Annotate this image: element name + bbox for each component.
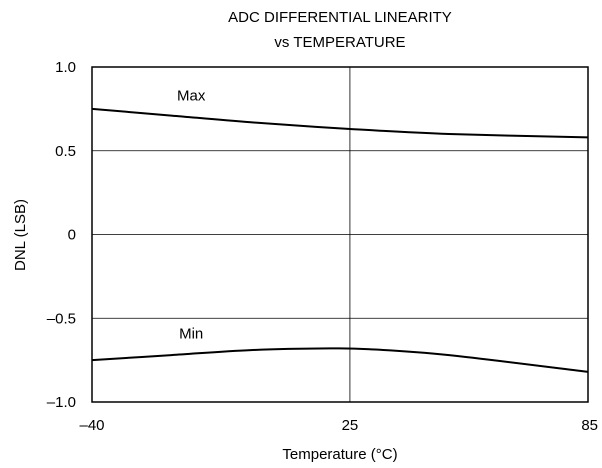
y-tick-label: 0.5 bbox=[55, 143, 76, 160]
x-axis-label: Temperature (°C) bbox=[282, 446, 397, 463]
tick-labels: 1.0 0.5 0 –0.5 –1.0–40 25 85 bbox=[47, 59, 598, 434]
y-axis-label: DNL (LSB) bbox=[12, 199, 29, 271]
chart-subtitle: vs TEMPERATURE bbox=[274, 34, 405, 51]
y-tick-label: 1.0 bbox=[55, 59, 76, 76]
series-line-max bbox=[91, 107, 589, 139]
y-tick-label: 0 bbox=[68, 227, 76, 244]
plot-frame bbox=[91, 66, 589, 403]
series-line-min bbox=[91, 347, 589, 373]
grid bbox=[92, 67, 588, 402]
x-tick-label: –40 bbox=[79, 417, 104, 434]
x-tick-label: 25 bbox=[342, 417, 359, 434]
x-tick-label: 85 bbox=[581, 417, 598, 434]
series-label-min: Min bbox=[179, 325, 203, 342]
series-group: Max Min bbox=[91, 88, 589, 373]
chart-title: ADC DIFFERENTIAL LINEARITY bbox=[228, 9, 452, 26]
y-tick-label: –1.0 bbox=[47, 394, 76, 411]
y-tick-label: –0.5 bbox=[47, 310, 76, 327]
series-label-max: Max bbox=[177, 88, 206, 105]
